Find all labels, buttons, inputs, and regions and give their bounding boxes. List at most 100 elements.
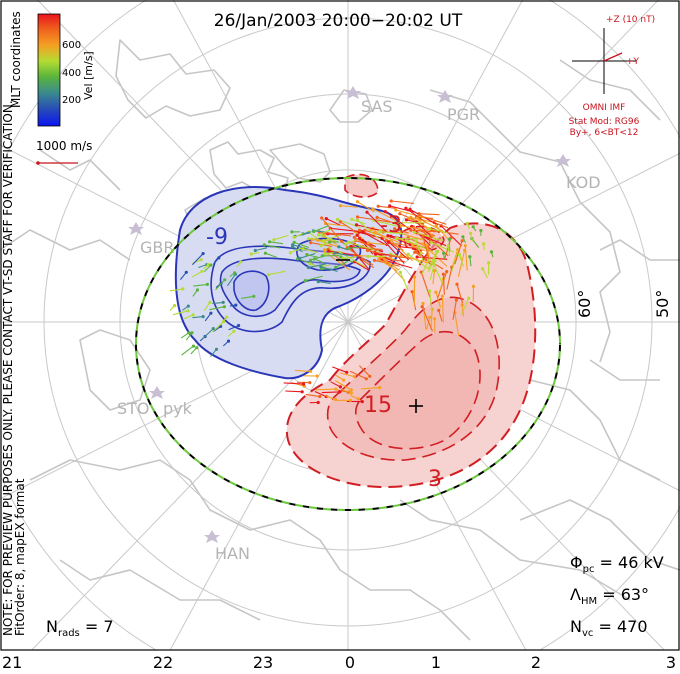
station-sas: SAS <box>361 97 393 116</box>
velocity-vector <box>432 270 436 284</box>
velocity-vector-origin <box>389 238 393 242</box>
velocity-vector <box>328 250 358 257</box>
velocity-vector <box>446 267 453 290</box>
velocity-vector <box>172 310 189 316</box>
velocity-vector-origin <box>389 199 393 203</box>
velocity-vector-origin <box>184 270 188 274</box>
velocity-vector-origin <box>308 262 312 266</box>
velocity-vector <box>372 208 396 221</box>
velocity-vector-origin <box>433 259 437 263</box>
velocity-vector <box>374 231 401 244</box>
velocity-vector-origin <box>368 374 372 378</box>
velocity-vector <box>388 241 410 261</box>
velocity-vector-origin <box>373 230 377 234</box>
velocity-vector-origin <box>410 290 414 294</box>
velocity-vector <box>302 248 319 254</box>
velocity-vector <box>332 366 347 373</box>
velocity-vector-origin <box>209 263 213 267</box>
velocity-vector <box>375 253 392 256</box>
velocity-vector <box>330 381 341 388</box>
contour-label-low: 3 <box>428 467 442 492</box>
velocity-vector <box>169 288 183 292</box>
velocity-vector-origin <box>446 244 450 248</box>
velocity-vector <box>451 251 459 272</box>
fit-statistics: Φpc = 46 kV ΛHM = 63° Nvc = 470 Nrads = … <box>46 553 664 639</box>
velocity-vector <box>378 205 396 209</box>
colorbar-label: Vel [m/s] <box>82 51 95 100</box>
velocity-vector-origin <box>393 227 397 231</box>
velocity-vector <box>325 223 347 227</box>
velocity-vector <box>440 225 462 247</box>
velocity-vector <box>366 211 388 233</box>
velocity-vector <box>461 304 464 317</box>
velocity-vector-origin <box>312 229 316 234</box>
velocity-vector-origin <box>387 240 391 244</box>
velocity-vector-origin <box>303 279 307 283</box>
velocity-vector <box>202 328 214 340</box>
velocity-vector-origin <box>322 239 326 243</box>
map-frame <box>0 0 680 651</box>
velocity-vector-origin <box>214 347 219 351</box>
velocity-vector-origin <box>454 298 458 302</box>
velocity-vector <box>359 365 371 377</box>
velocity-vector <box>192 316 204 319</box>
velocity-vector-origin <box>432 263 436 267</box>
velocity-vector-origin <box>352 375 356 379</box>
velocity-vector <box>269 241 283 245</box>
velocity-vector-origin <box>433 269 437 273</box>
velocity-vector-origin <box>426 258 431 262</box>
velocity-vector-origin <box>406 252 410 256</box>
velocity-vector-origin <box>338 204 343 208</box>
velocity-vector-origin <box>221 300 225 304</box>
velocity-vector <box>447 245 451 257</box>
velocity-vector <box>348 246 363 249</box>
velocity-vector <box>321 217 343 243</box>
velocity-vector-origin <box>408 242 412 247</box>
velocity-vector-origin <box>334 397 338 402</box>
velocity-vector-origin <box>195 288 199 292</box>
velocity-vector <box>215 279 226 291</box>
velocity-vector <box>429 291 433 312</box>
velocity-vector-origin <box>315 374 319 378</box>
velocity-vector-origin <box>361 230 365 234</box>
velocity-vector <box>324 394 336 401</box>
velocity-vector-origin <box>300 390 304 394</box>
velocity-vector <box>384 211 410 230</box>
velocity-vector <box>341 389 352 394</box>
fit-order-label: FitOrder: 8, mapEX format <box>13 478 27 636</box>
velocity-vector <box>334 380 352 391</box>
velocity-vector-origin <box>428 315 432 319</box>
velocity-vector-origin <box>372 258 377 262</box>
latitude-labels: 60° 50° <box>575 290 672 318</box>
station-gbr: GBR <box>140 238 175 257</box>
velocity-vector-origin <box>335 217 340 222</box>
imf-dial: +Z (10 nT) +Y OMNI IMF Stat Mod: RG96 By… <box>569 15 655 138</box>
velocity-vector-origin <box>268 240 272 244</box>
velocity-vector-origin <box>377 257 381 261</box>
velocity-vector <box>425 317 431 330</box>
velocity-vector-origin <box>262 243 266 247</box>
velocity-vector <box>308 263 327 269</box>
velocity-vector-origin <box>187 331 191 335</box>
contour-label-zero: -3 <box>380 213 402 238</box>
velocity-vector-origin <box>366 254 370 258</box>
velocity-vector-origin <box>421 242 425 246</box>
velocity-vector <box>452 299 457 320</box>
colorbar-swatch <box>37 13 61 127</box>
velocity-vector <box>439 278 445 291</box>
velocity-vector-origin <box>463 244 467 248</box>
velocity-vector-origin <box>201 315 205 319</box>
velocity-vector-origin <box>249 252 253 256</box>
velocity-vector <box>318 281 331 284</box>
velocity-vector <box>426 245 431 261</box>
velocity-vector-origin <box>366 241 370 245</box>
velocity-vector <box>374 259 400 267</box>
velocity-vector-origin <box>468 255 472 259</box>
velocity-vector <box>227 273 236 287</box>
velocity-vector <box>315 388 336 391</box>
velocity-vector-origin <box>302 382 306 386</box>
velocity-vector-origin <box>272 238 276 242</box>
imf-y-label: +Y <box>626 57 640 67</box>
velocity-vector-origin <box>384 238 388 242</box>
